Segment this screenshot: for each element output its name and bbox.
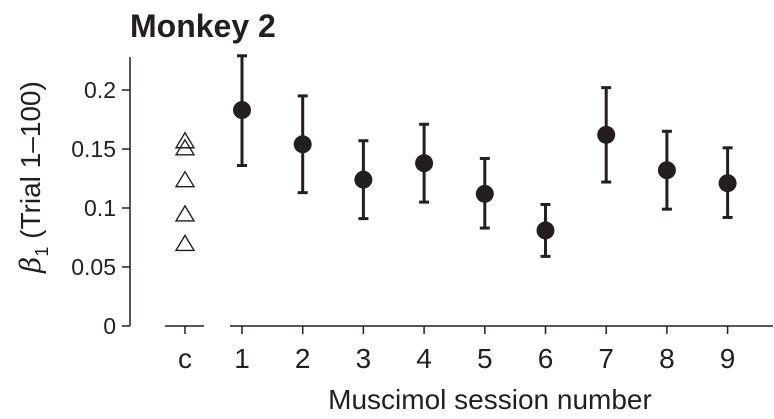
data-point	[475, 184, 494, 203]
data-point	[354, 170, 373, 189]
y-axis-label-subscript: 1	[32, 247, 52, 257]
x-tick-label: 2	[295, 343, 311, 374]
plot-area	[174, 54, 737, 258]
control-point	[174, 234, 196, 252]
y-tick-label: 0.15	[71, 136, 116, 162]
x-tick-label: 6	[538, 343, 554, 374]
y-tick-label: 0	[103, 313, 116, 339]
x-tick-label: 9	[720, 343, 736, 374]
data-point	[597, 125, 616, 144]
y-axis-label-symbol: β	[14, 257, 47, 274]
x-tick-label: 5	[477, 343, 493, 374]
control-point	[174, 131, 196, 149]
y-axis-label: β1 (Trial 1–100)	[14, 81, 52, 274]
control-point	[174, 204, 196, 222]
data-point	[415, 154, 434, 173]
y-tick-label: 0.05	[71, 254, 116, 280]
x-axis-label: Muscimol session number	[328, 384, 652, 415]
y-axis: 0 0.05 0.1 0.15 0.2	[71, 57, 131, 339]
x-tick-label: 8	[659, 343, 675, 374]
data-point	[233, 101, 251, 120]
data-point	[718, 174, 737, 193]
x-tick-label: 3	[356, 343, 372, 374]
y-tick-label: 0.1	[84, 195, 116, 221]
x-tick-label: c	[178, 343, 192, 374]
data-point	[657, 161, 676, 180]
y-axis-label-text: (Trial 1–100)	[15, 81, 46, 239]
svg-text:β1 (Trial 1–100): β1 (Trial 1–100)	[14, 81, 52, 274]
x-tick-label: 1	[234, 343, 250, 374]
x-tick-label: 7	[598, 343, 614, 374]
control-point	[174, 138, 196, 156]
data-point	[293, 135, 312, 154]
data-point	[536, 221, 555, 240]
y-tick-label: 0.2	[84, 77, 116, 103]
control-point	[174, 170, 196, 188]
chart-title: Monkey 2	[130, 8, 276, 44]
x-tick-label: 4	[416, 343, 432, 374]
x-axis: c 1 2 3 4 5 6 7 8 9	[165, 325, 773, 374]
